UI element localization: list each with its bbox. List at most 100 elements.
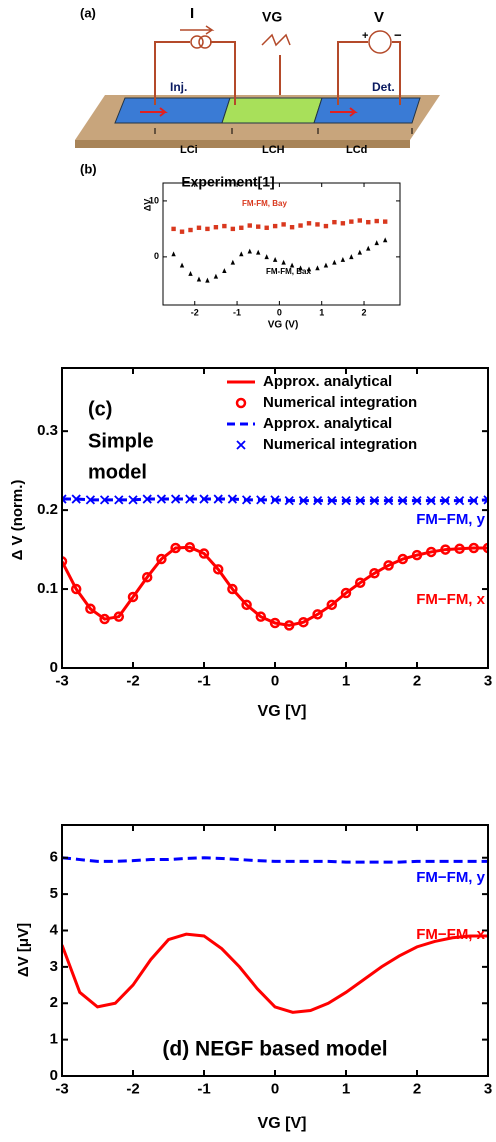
marker (156, 494, 167, 504)
marker (298, 265, 303, 271)
arrow (180, 25, 215, 35)
legend-swatch (235, 397, 247, 409)
y-tick-label: 0.2 (37, 501, 58, 518)
marker (141, 571, 153, 583)
series-line (62, 856, 488, 864)
axes-box (61, 367, 489, 669)
marker (425, 546, 437, 558)
marker (227, 494, 238, 504)
marker (188, 227, 193, 233)
x-axis-label: VG [V] (258, 703, 307, 720)
marker (374, 240, 379, 246)
panel-label: (a) (80, 5, 96, 20)
marker (315, 222, 320, 227)
y-tick-label: 1 (50, 1031, 58, 1048)
marker (70, 583, 82, 595)
marker (99, 495, 110, 505)
marker (298, 495, 309, 506)
label: I (190, 5, 194, 22)
marker (179, 262, 185, 268)
marker (332, 219, 337, 225)
y-axis-label: ΔV (142, 199, 152, 211)
marker (264, 254, 269, 260)
x-tick-label: 0 (271, 672, 279, 689)
marker (227, 583, 238, 595)
x-tick-label: -1 (197, 672, 210, 689)
marker (99, 613, 110, 625)
x-tick-label: 2 (362, 307, 367, 317)
length-marks (154, 128, 413, 134)
x-tick-label: 1 (319, 307, 324, 317)
marker (222, 223, 227, 229)
marker (469, 495, 479, 506)
marker (366, 219, 371, 225)
marker (289, 262, 295, 268)
marker (397, 553, 409, 565)
marker (247, 248, 252, 254)
series-line (62, 932, 488, 1014)
marker (340, 256, 346, 262)
marker (382, 219, 388, 224)
legend-label: Numerical integration (263, 394, 417, 411)
annotation: model (88, 461, 147, 483)
marker (440, 544, 451, 555)
marker (411, 549, 423, 561)
marker (184, 541, 196, 553)
marker (482, 542, 488, 554)
marker (306, 221, 312, 226)
marker (326, 599, 338, 611)
marker (306, 266, 312, 272)
chart-title: Experiment[1] (181, 174, 274, 190)
marker (85, 603, 96, 615)
marker (315, 265, 320, 271)
marker (156, 553, 167, 565)
marker (179, 229, 185, 234)
marker (213, 494, 223, 504)
marker (327, 495, 337, 506)
y-axis-label: ΔV [μV] (15, 923, 32, 977)
marker (171, 226, 176, 232)
marker (114, 495, 124, 505)
series-label: FM-FM, Bax (266, 267, 311, 276)
marker (323, 262, 329, 268)
y-tick-label: 0 (50, 659, 58, 676)
marker (298, 616, 309, 628)
marker (340, 221, 346, 226)
marker (247, 223, 252, 228)
y-tick-label: 3 (50, 958, 58, 975)
marker (283, 620, 295, 631)
detector (313, 97, 421, 124)
y-tick-label: 4 (50, 921, 59, 938)
marker (171, 251, 176, 257)
marker (383, 560, 394, 571)
marker (256, 495, 266, 505)
marker (298, 223, 303, 228)
x-tick-label: 2 (413, 672, 421, 689)
marker (255, 611, 267, 622)
x-tick-label: -3 (55, 672, 68, 689)
marker (205, 277, 210, 283)
injector (114, 97, 231, 124)
series-line (62, 545, 488, 627)
y-tick-label: 5 (50, 885, 58, 902)
y-axis-label: Δ V (norm.) (9, 480, 26, 561)
marker (440, 495, 451, 506)
marker (239, 225, 244, 230)
axes-box (162, 182, 401, 306)
gate-symbol (261, 33, 291, 47)
voltmeter (368, 30, 392, 54)
marker (289, 225, 295, 230)
x-tick-label: 0 (271, 1080, 279, 1097)
source (190, 35, 204, 49)
wires (154, 41, 401, 105)
marker (281, 259, 286, 265)
annotation: (d) NEGF based model (162, 1038, 387, 1061)
annotation: Simple (88, 430, 154, 452)
x-tick-label: 1 (342, 672, 350, 689)
label: + (362, 30, 368, 42)
x-tick-label: -1 (197, 1080, 210, 1097)
x-tick-label: -1 (233, 307, 241, 317)
y-tick-label: 6 (50, 849, 58, 866)
marker (357, 218, 362, 223)
